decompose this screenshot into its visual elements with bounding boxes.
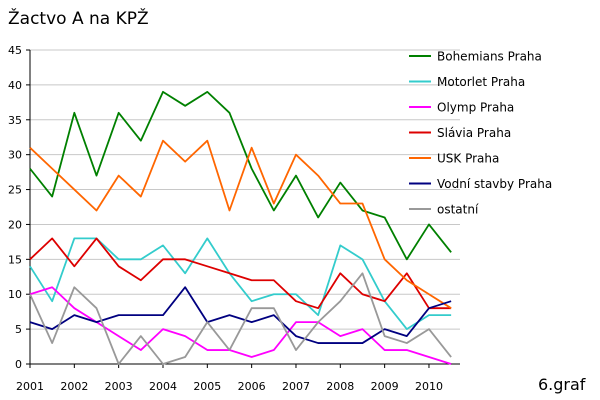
grid-lines xyxy=(30,49,460,330)
series-lines xyxy=(29,90,452,365)
y-tick-label: 45 xyxy=(8,44,22,57)
x-tick-label: 2010 xyxy=(415,380,443,393)
series-line-4 xyxy=(29,237,452,310)
legend-label: Bohemians Praha xyxy=(437,50,542,64)
legend-label: Motorlet Praha xyxy=(437,75,525,89)
x-tick-label: 2002 xyxy=(60,380,88,393)
y-axis-ticks: 0 5 10 15 20 25 30 35 40 45 xyxy=(8,44,22,371)
legend-label: Slávia Praha xyxy=(437,126,511,140)
legend-label: Vodní stavby Praha xyxy=(437,177,552,191)
series-line-3 xyxy=(29,286,452,365)
legend-label: USK Praha xyxy=(437,152,499,166)
y-tick-label: 20 xyxy=(8,218,22,231)
x-tick-label: 2009 xyxy=(371,380,399,393)
series-line-2 xyxy=(29,237,452,331)
x-tick-label: 2003 xyxy=(105,380,133,393)
series-line-5 xyxy=(29,139,452,309)
chart-title: Žactvo A na KPŽ xyxy=(8,7,149,29)
figure-label: 6.graf xyxy=(538,375,586,394)
y-tick-label: 35 xyxy=(8,114,22,127)
x-tick-label: 2007 xyxy=(282,380,310,393)
legend-label: ostatní xyxy=(437,203,479,217)
series-line-7 xyxy=(29,272,452,365)
y-tick-label: 25 xyxy=(8,184,22,197)
y-tick-label: 10 xyxy=(8,288,22,301)
y-tick-label: 40 xyxy=(8,79,22,92)
legend-label: Olymp Praha xyxy=(437,101,514,115)
x-tick-label: 2001 xyxy=(16,380,44,393)
y-tick-label: 5 xyxy=(15,323,22,336)
y-tick-label: 15 xyxy=(8,253,22,266)
y-tick-label: 30 xyxy=(8,149,22,162)
legend: Bohemians Praha Motorlet Praha Olymp Praha… xyxy=(409,50,552,217)
x-axis-ticks: 2001 2002 2003 2004 2005 2006 2007 2008 2009 2010 xyxy=(16,380,443,393)
y-tick-label: 0 xyxy=(15,358,22,371)
series-line-1 xyxy=(29,90,452,261)
x-tick-label: 2008 xyxy=(326,380,354,393)
x-tick-label: 2006 xyxy=(238,380,266,393)
series-line-6 xyxy=(29,286,452,344)
x-tick-label: 2004 xyxy=(149,380,177,393)
axes xyxy=(26,49,460,368)
x-tick-label: 2005 xyxy=(193,380,221,393)
